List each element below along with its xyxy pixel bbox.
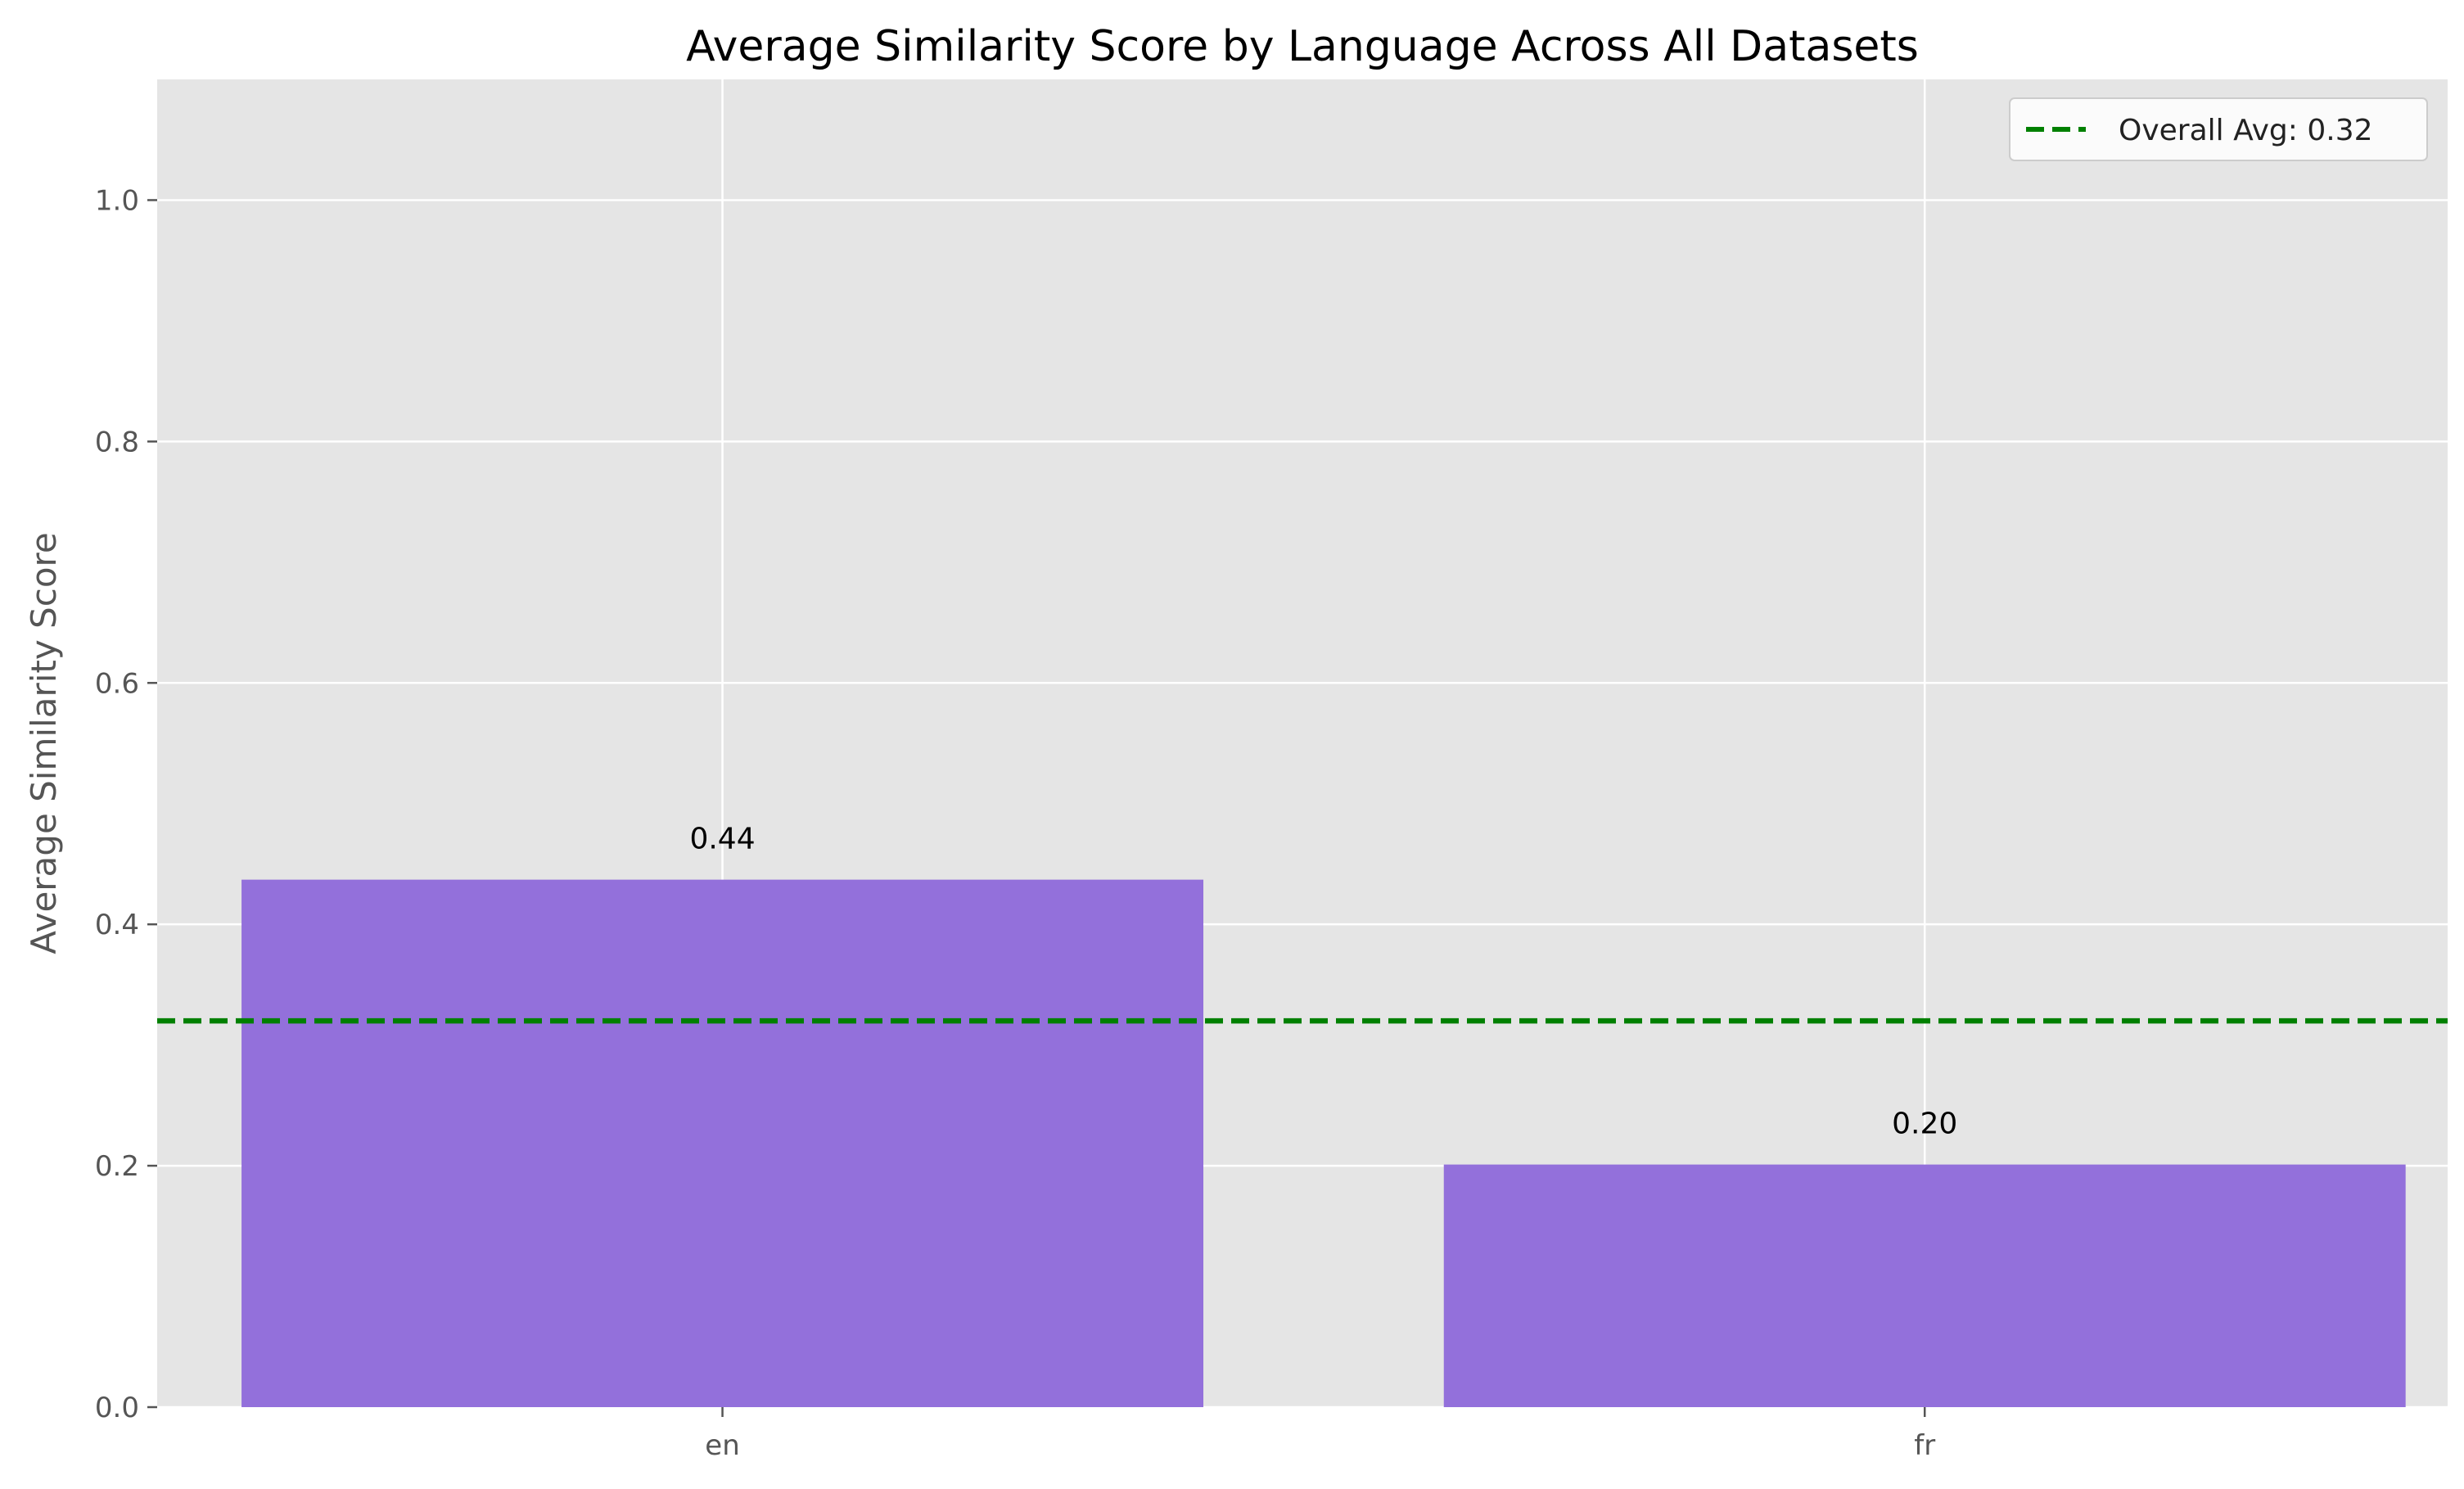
data-label-en: 0.44 bbox=[689, 823, 755, 856]
x-axis: en fr bbox=[705, 1407, 1935, 1462]
y-axis: 0.0 0.2 0.4 0.6 0.8 1.0 bbox=[95, 184, 157, 1424]
bar-en bbox=[241, 879, 1204, 1407]
x-tick-label-en: en bbox=[705, 1429, 739, 1462]
y-axis-label: Average Similarity Score bbox=[24, 532, 64, 954]
y-tick-label: 0.4 bbox=[95, 909, 139, 941]
data-label-fr: 0.20 bbox=[1892, 1108, 1957, 1141]
bars bbox=[241, 879, 2406, 1407]
y-tick-label: 0.0 bbox=[95, 1392, 139, 1424]
bar-fr bbox=[1443, 1164, 2406, 1407]
y-tick-label: 0.6 bbox=[95, 667, 139, 700]
y-tick-label: 0.2 bbox=[95, 1150, 139, 1183]
data-labels: 0.44 0.20 bbox=[689, 823, 1957, 1141]
y-tick-label: 1.0 bbox=[95, 184, 139, 217]
x-tick-label-fr: fr bbox=[1914, 1429, 1935, 1462]
legend: Overall Avg: 0.32 bbox=[2009, 97, 2428, 161]
chart-title: Average Similarity Score by Language Acr… bbox=[686, 22, 1919, 71]
y-tick-label: 0.8 bbox=[95, 426, 139, 458]
legend-box bbox=[2009, 97, 2428, 161]
legend-label: Overall Avg: 0.32 bbox=[2119, 114, 2373, 147]
